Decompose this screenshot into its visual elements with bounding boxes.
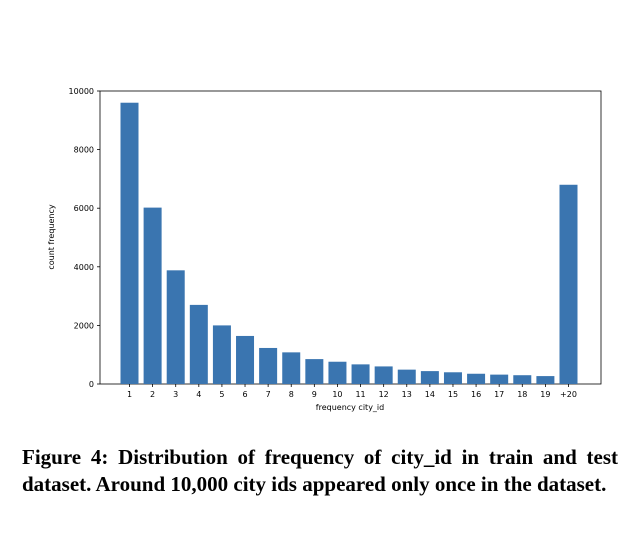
bar-13 xyxy=(397,369,416,384)
bar-6 xyxy=(236,335,255,384)
y-tick-label: 2000 xyxy=(74,321,94,330)
x-tick-label: 16 xyxy=(471,390,481,399)
bar-1 xyxy=(120,102,139,384)
bar-5 xyxy=(212,325,231,384)
x-tick-label: 19 xyxy=(540,390,550,399)
x-tick-label: 4 xyxy=(196,390,201,399)
bar-17 xyxy=(490,374,509,384)
y-tick-label: 10000 xyxy=(69,87,94,96)
bar-+20 xyxy=(559,184,578,384)
bar-12 xyxy=(374,366,393,384)
x-tick-label: 2 xyxy=(150,390,155,399)
bar-4 xyxy=(189,304,208,384)
y-tick-label: 6000 xyxy=(74,204,94,213)
x-tick-label: 18 xyxy=(517,390,527,399)
x-tick-label: 5 xyxy=(219,390,224,399)
y-axis-ticks: 0 2000 4000 6000 8000 10000 xyxy=(69,87,100,389)
x-tick-label: 1 xyxy=(127,390,132,399)
x-tick-label: 12 xyxy=(379,390,389,399)
bar-2 xyxy=(143,207,162,384)
x-tick-label: 7 xyxy=(266,390,271,399)
x-tick-label: 6 xyxy=(242,390,247,399)
x-tick-label: 8 xyxy=(289,390,294,399)
plot-frame xyxy=(99,90,602,385)
y-tick-label: 4000 xyxy=(74,263,94,272)
x-tick-label: 9 xyxy=(312,390,317,399)
x-tick-label: 13 xyxy=(402,390,412,399)
y-axis-label: count frequency xyxy=(47,204,56,270)
x-tick-label: 14 xyxy=(425,390,435,399)
bar-16 xyxy=(467,373,486,384)
x-axis-ticks: 1 2 3 4 5 6 7 8 9 10 11 12 13 14 15 16 17 18 19 +20 xyxy=(127,384,577,399)
bar-11 xyxy=(351,364,370,384)
x-tick-label: 10 xyxy=(332,390,342,399)
bar-10 xyxy=(328,361,347,384)
figure-caption: Figure 4: Distribution of frequency of c… xyxy=(22,445,618,496)
bars xyxy=(120,102,578,384)
x-axis-label: frequency city_id xyxy=(316,403,384,412)
bar-8 xyxy=(282,352,301,384)
bar-15 xyxy=(443,372,462,384)
x-tick-label: +20 xyxy=(560,390,577,399)
bar-chart: 1 2 3 4 5 6 7 8 9 10 11 12 13 14 15 16 17 18 19 +20 0200040… xyxy=(47,87,602,412)
bar-9 xyxy=(305,359,324,384)
y-tick-label: 8000 xyxy=(74,146,94,155)
y-tick-label: 0 xyxy=(89,380,94,389)
bar-19 xyxy=(536,376,555,384)
bar-14 xyxy=(420,371,439,384)
x-tick-label: 3 xyxy=(173,390,178,399)
bar-3 xyxy=(166,270,185,384)
bar-18 xyxy=(513,375,532,384)
x-tick-label: 15 xyxy=(448,390,458,399)
bar-7 xyxy=(259,347,278,384)
x-tick-label: 17 xyxy=(494,390,504,399)
x-tick-label: 11 xyxy=(355,390,365,399)
